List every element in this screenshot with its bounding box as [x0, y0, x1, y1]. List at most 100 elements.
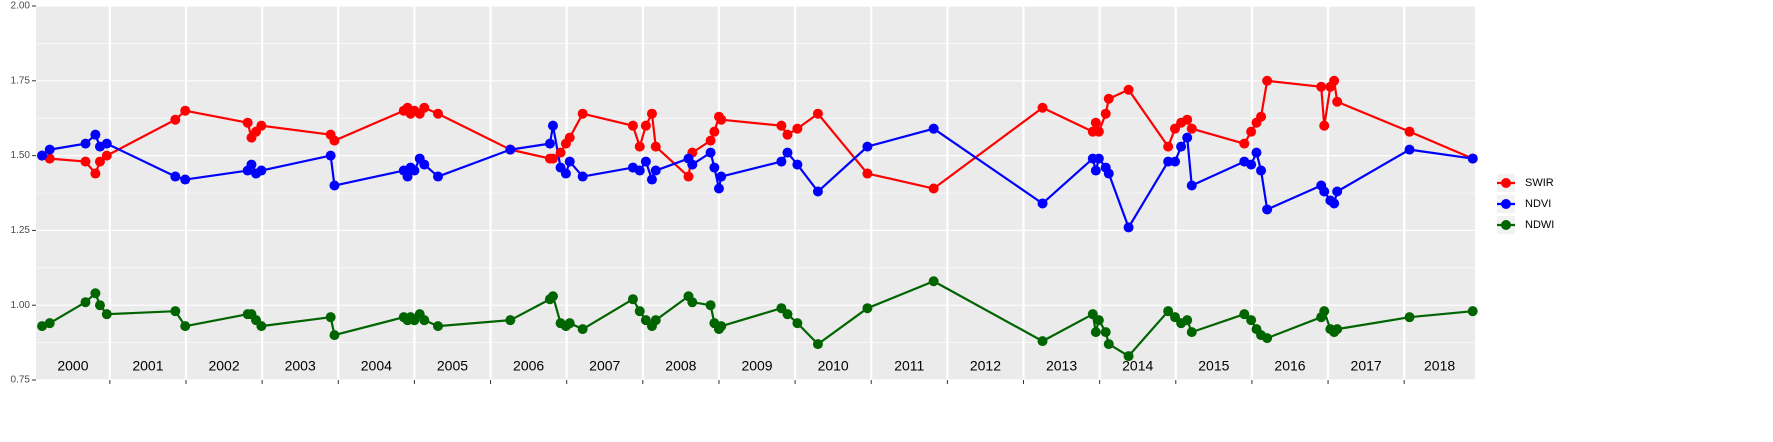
- data-point: [1467, 306, 1478, 317]
- year-label: 2012: [970, 358, 1001, 374]
- data-point: [716, 171, 727, 182]
- data-point: [812, 108, 823, 119]
- data-point: [325, 312, 336, 323]
- data-point: [705, 147, 716, 158]
- data-point: [1093, 153, 1104, 164]
- data-point: [1090, 165, 1101, 176]
- data-point: [1404, 126, 1415, 137]
- y-tick-label: 2.00: [11, 1, 31, 12]
- data-point: [634, 165, 645, 176]
- data-point: [402, 171, 413, 182]
- data-point: [650, 315, 661, 326]
- year-label: 2014: [1122, 358, 1153, 374]
- data-point: [505, 144, 516, 155]
- data-point: [705, 300, 716, 311]
- data-point: [419, 315, 430, 326]
- y-tick-label: 1.25: [11, 225, 31, 236]
- data-point: [812, 339, 823, 350]
- data-point: [1319, 306, 1330, 317]
- data-point: [1186, 123, 1197, 134]
- data-point: [37, 321, 48, 332]
- data-point: [329, 180, 340, 191]
- legend-label: NDVI: [1525, 198, 1551, 210]
- data-point: [1262, 204, 1273, 215]
- data-point: [627, 120, 638, 131]
- data-point: [792, 318, 803, 329]
- data-point: [1467, 153, 1478, 164]
- data-point: [80, 138, 91, 149]
- data-point: [1090, 327, 1101, 338]
- data-point: [782, 147, 793, 158]
- data-point: [862, 141, 873, 152]
- data-point: [564, 132, 575, 143]
- legend-label: SWIR: [1525, 177, 1554, 189]
- data-point: [1316, 81, 1327, 92]
- data-point: [329, 330, 340, 341]
- data-point: [325, 150, 336, 161]
- year-label: 2010: [818, 358, 849, 374]
- year-label: 2008: [665, 358, 696, 374]
- data-point: [101, 309, 112, 320]
- data-point: [776, 156, 787, 167]
- data-point: [1176, 141, 1187, 152]
- data-point: [90, 129, 101, 140]
- data-point: [1100, 327, 1111, 338]
- data-point: [80, 156, 91, 167]
- data-point: [716, 114, 727, 125]
- data-point: [928, 183, 939, 194]
- data-point: [782, 129, 793, 140]
- data-point: [1123, 351, 1134, 362]
- data-point: [1182, 315, 1193, 326]
- data-point: [1182, 132, 1193, 143]
- year-label: 2011: [894, 358, 924, 374]
- data-point: [687, 159, 698, 170]
- data-point: [1404, 144, 1415, 155]
- data-point: [640, 315, 651, 326]
- legend-point: [1501, 178, 1511, 188]
- data-point: [564, 156, 575, 167]
- data-point: [1103, 168, 1114, 179]
- data-point: [709, 162, 720, 173]
- data-point: [547, 153, 558, 164]
- data-point: [1332, 96, 1343, 107]
- data-point: [1329, 198, 1340, 209]
- data-point: [776, 303, 787, 314]
- data-point: [1123, 222, 1134, 233]
- year-label: 2009: [741, 358, 772, 374]
- data-point: [862, 303, 873, 314]
- data-point: [1319, 120, 1330, 131]
- data-point: [256, 321, 267, 332]
- data-point: [683, 171, 694, 182]
- legend-point: [1501, 220, 1511, 230]
- data-point: [560, 168, 571, 179]
- year-label: 2015: [1198, 358, 1229, 374]
- data-point: [705, 135, 716, 146]
- data-point: [634, 141, 645, 152]
- data-point: [640, 120, 651, 131]
- data-point: [180, 321, 191, 332]
- data-point: [419, 102, 430, 113]
- data-point: [101, 138, 112, 149]
- data-point: [409, 165, 420, 176]
- data-point: [650, 141, 661, 152]
- data-point: [1103, 339, 1114, 350]
- data-point: [1332, 186, 1343, 197]
- data-point: [1037, 102, 1048, 113]
- year-label: 2002: [208, 358, 239, 374]
- data-point: [433, 171, 444, 182]
- data-point: [564, 318, 575, 329]
- data-point: [1170, 156, 1181, 167]
- data-point: [180, 174, 191, 185]
- data-point: [1246, 315, 1257, 326]
- data-point: [1332, 324, 1343, 335]
- data-point: [1037, 336, 1048, 347]
- data-point: [1319, 186, 1330, 197]
- data-point: [1100, 108, 1111, 119]
- data-point: [1262, 75, 1273, 86]
- data-point: [505, 315, 516, 326]
- data-point: [1103, 93, 1114, 104]
- year-label: 2016: [1274, 358, 1305, 374]
- legend-label: NDWI: [1525, 219, 1554, 231]
- data-point: [640, 156, 651, 167]
- data-point: [180, 105, 191, 116]
